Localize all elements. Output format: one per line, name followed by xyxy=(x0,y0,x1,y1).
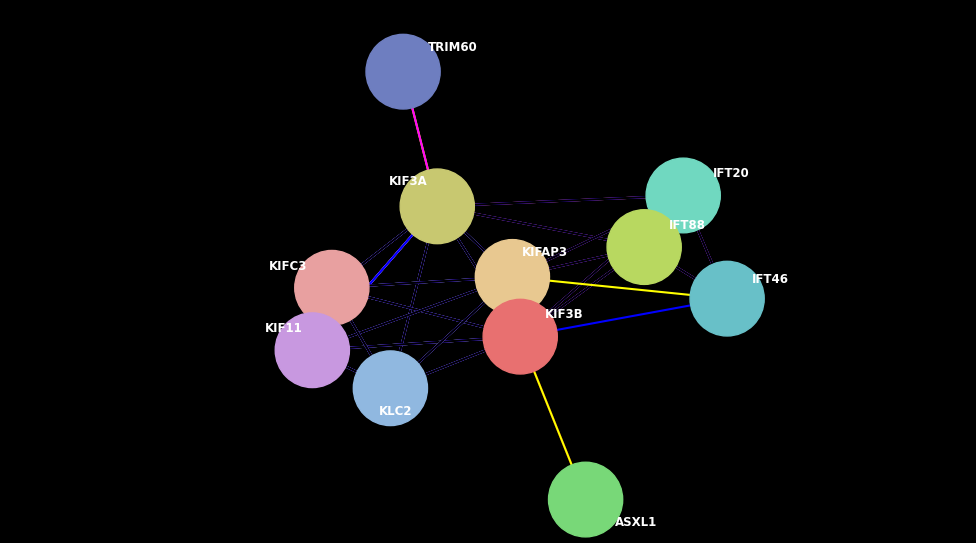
Text: IFT46: IFT46 xyxy=(752,273,789,286)
Text: KIF11: KIF11 xyxy=(264,322,303,335)
Ellipse shape xyxy=(366,34,440,109)
Text: KIF3B: KIF3B xyxy=(545,308,584,321)
Text: KLC2: KLC2 xyxy=(379,405,412,418)
Ellipse shape xyxy=(353,351,427,426)
Ellipse shape xyxy=(295,250,369,325)
Text: KIFAP3: KIFAP3 xyxy=(522,246,568,259)
Ellipse shape xyxy=(549,462,623,537)
Text: KIFC3: KIFC3 xyxy=(269,260,307,273)
Text: ASXL1: ASXL1 xyxy=(615,516,657,529)
Text: KIF3A: KIF3A xyxy=(388,175,427,188)
Text: TRIM60: TRIM60 xyxy=(427,41,477,54)
Ellipse shape xyxy=(483,299,557,374)
Text: IFT88: IFT88 xyxy=(669,219,706,232)
Ellipse shape xyxy=(690,261,764,336)
Ellipse shape xyxy=(275,313,349,388)
Ellipse shape xyxy=(475,239,549,314)
Ellipse shape xyxy=(607,210,681,285)
Ellipse shape xyxy=(646,158,720,233)
Text: IFT20: IFT20 xyxy=(712,167,750,180)
Ellipse shape xyxy=(400,169,474,244)
